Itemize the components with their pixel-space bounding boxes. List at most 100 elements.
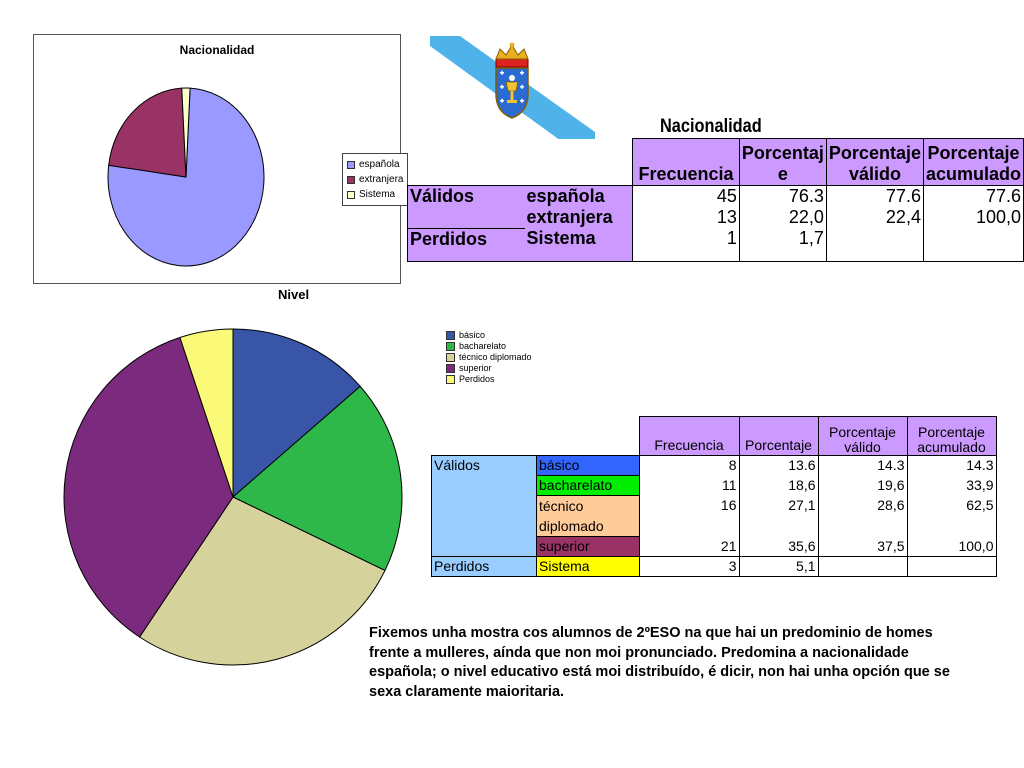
- nivel-slice-1: [232, 328, 361, 499]
- nacionalidad-legend-swatch: [347, 175, 355, 184]
- nacionalidad-legend-label: española: [359, 159, 400, 170]
- group-perdidos: Perdidos: [406, 227, 525, 262]
- group-validos: Válidos: [431, 455, 537, 557]
- nivel-legend-label: Perdidos: [459, 374, 495, 384]
- cell-acumulado: 33,9: [906, 475, 997, 496]
- header-porcentaje-valido: Porcentaje válido: [825, 138, 924, 186]
- nivel-legend-swatch: [446, 353, 455, 362]
- cell-valido: 22,4: [825, 207, 924, 228]
- nivel-slice-3: [138, 496, 386, 666]
- table-header-row: Frecuencia Porcentaje Porcentaje válido …: [432, 416, 997, 456]
- cell-frecuencia: 13: [632, 207, 740, 228]
- table-row: Perdidos Sistema 3 5,1: [431, 556, 997, 577]
- nivel-slice-2: [232, 385, 403, 572]
- row-label: básico: [536, 455, 640, 476]
- nivel-legend-label: bacharelato: [459, 341, 507, 351]
- row-label: bacharelato: [536, 475, 640, 496]
- group-perdidos: Perdidos: [431, 556, 537, 577]
- galicia-flag-image: [430, 36, 595, 146]
- nivel-pie-chart: [63, 328, 403, 666]
- header-porcentaje-acumulado: Porcentaje acumulado: [906, 416, 997, 456]
- cell-porcentaje: 35,6: [738, 536, 819, 557]
- nivel-legend-swatch: [446, 364, 455, 373]
- nacionalidad-legend: española extranjera Sistema: [342, 153, 409, 206]
- nacionalidad-slice-3: [181, 87, 191, 178]
- cell-valido: 77.6: [825, 185, 924, 207]
- cell-porcentaje: 13.6: [738, 455, 819, 476]
- nacionalidad-legend-item: Sistema: [347, 187, 403, 202]
- cell-porcentaje: 5,1: [738, 556, 819, 577]
- table-row: Perdidos Sistema 1 1,7: [406, 227, 1024, 262]
- nacionalidad-frequency-table: Frecuencia Porcentaj e Porcentaje válido…: [406, 138, 1024, 262]
- nacionalidad-table-title: Nacionalidad: [660, 116, 762, 137]
- row-label: técnico diplomado: [536, 495, 640, 537]
- cell-frecuencia: 11: [638, 475, 740, 496]
- cell-frecuencia: 3: [638, 556, 740, 577]
- cell-acumulado: 77.6: [922, 185, 1024, 207]
- nivel-legend-item: bacharelato: [446, 341, 532, 352]
- cell-porcentaje: 1,7: [738, 228, 827, 262]
- nivel-legend-item: técnico diplomado: [446, 352, 532, 363]
- nivel-slice-5: [179, 328, 234, 498]
- cell-frecuencia: 8: [638, 455, 740, 476]
- cell-frecuencia: 16: [638, 495, 740, 537]
- nivel-legend: básico bacharelato técnico diplomado superi…: [446, 330, 532, 385]
- cell-valido: 14.3: [817, 455, 908, 476]
- nacionalidad-legend-label: Sistema: [359, 189, 396, 200]
- header-porcentaje-valido: Porcentaje válido: [817, 416, 908, 456]
- cell-acumulado: [922, 228, 1024, 262]
- cell-porcentaje: 18,6: [738, 475, 819, 496]
- table-row: técnico diplomado 16 27,1 28,6 62,5: [432, 495, 997, 537]
- nacionalidad-legend-swatch: [347, 160, 355, 169]
- nivel-chart-title: Nivel: [278, 287, 310, 302]
- row-label: superior: [536, 536, 640, 557]
- cell-porcentaje: 27,1: [738, 495, 819, 537]
- header-frecuencia: Frecuencia: [632, 138, 740, 186]
- nacionalidad-pie-chart: [107, 87, 265, 267]
- nivel-legend-swatch: [446, 342, 455, 351]
- cell-frecuencia: 1: [632, 228, 740, 262]
- nacionalidad-legend-item: española: [347, 157, 403, 172]
- cell-acumulado: 62,5: [906, 495, 997, 537]
- cell-porcentaje: 22,0: [738, 207, 827, 228]
- cell-frecuencia: 45: [632, 185, 740, 207]
- nivel-legend-swatch: [446, 331, 455, 340]
- nivel-legend-item: superior: [446, 363, 532, 374]
- nivel-legend-label: técnico diplomado: [459, 352, 532, 362]
- nivel-legend-item: Perdidos: [446, 374, 532, 385]
- row-label: Sistema: [536, 556, 640, 577]
- cell-acumulado: 100,0: [906, 536, 997, 557]
- header-porcentaje: Porcentaj e: [738, 138, 827, 186]
- conclusion-text: Fixemos unha mostra cos alumnos de 2ºESO…: [369, 625, 950, 700]
- nivel-legend-swatch: [446, 375, 455, 384]
- cell-valido: 28,6: [817, 495, 908, 537]
- cell-valido: [825, 228, 924, 262]
- row-label: española: [524, 185, 634, 207]
- nivel-slice-4: [63, 336, 234, 638]
- nivel-legend-item: básico: [446, 330, 532, 341]
- header-frecuencia: Frecuencia: [638, 416, 740, 456]
- nacionalidad-legend-swatch: [347, 190, 355, 199]
- header-porcentaje: Porcentaje: [738, 416, 819, 456]
- table-row: extranjera 13 22,0 22,4 100,0: [408, 207, 1024, 228]
- row-label: Sistema: [524, 228, 634, 262]
- nacionalidad-chart-frame: Nacionalidad española extranjera Sistema: [33, 34, 409, 284]
- cell-acumulado: [906, 556, 997, 577]
- table-row: superior 21 35,6 37,5 100,0: [432, 536, 997, 557]
- nacionalidad-legend-label: extranjera: [359, 174, 404, 185]
- table-row: Válidos básico 8 13.6 14.3 14.3: [431, 455, 997, 557]
- cell-valido: 37,5: [817, 536, 908, 557]
- table-row: bacharelato 11 18,6 19,6 33,9: [432, 475, 997, 496]
- table-header-row: Frecuencia Porcentaj e Porcentaje válido…: [407, 138, 1024, 186]
- cell-porcentaje: 76.3: [738, 185, 827, 207]
- row-label: extranjera: [524, 207, 634, 228]
- table-row: Válidos española 45 76.3 77.6 77.6: [406, 185, 1024, 229]
- cell-acumulado: 100,0: [922, 207, 1024, 228]
- nivel-frequency-table: Frecuencia Porcentaje Porcentaje válido …: [431, 416, 997, 577]
- cell-valido: 19,6: [817, 475, 908, 496]
- cell-acumulado: 14.3: [906, 455, 997, 476]
- nacionalidad-legend-item: extranjera: [347, 172, 403, 187]
- galicia-coat-of-arms-icon: [495, 42, 529, 119]
- nivel-legend-label: básico: [459, 330, 486, 340]
- nivel-legend-label: superior: [459, 363, 492, 373]
